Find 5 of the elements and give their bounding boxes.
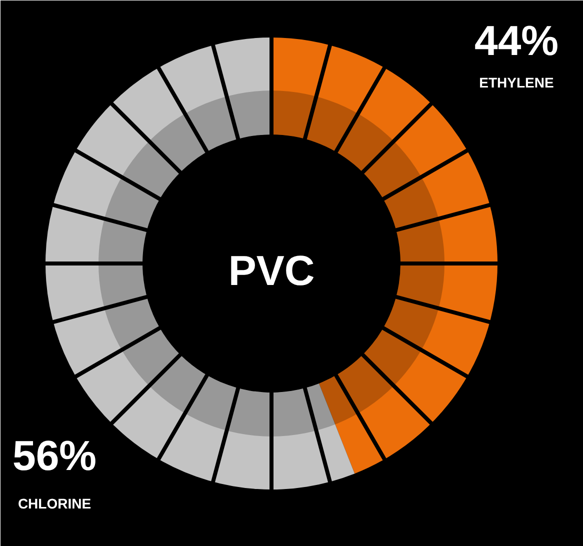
slice-label: CHLORINE — [18, 496, 92, 512]
data-label: 56% — [12, 432, 97, 479]
text: PVC — [228, 247, 315, 294]
data-label: 44% — [474, 17, 559, 64]
slice-label: ETHYLENE — [479, 74, 554, 90]
